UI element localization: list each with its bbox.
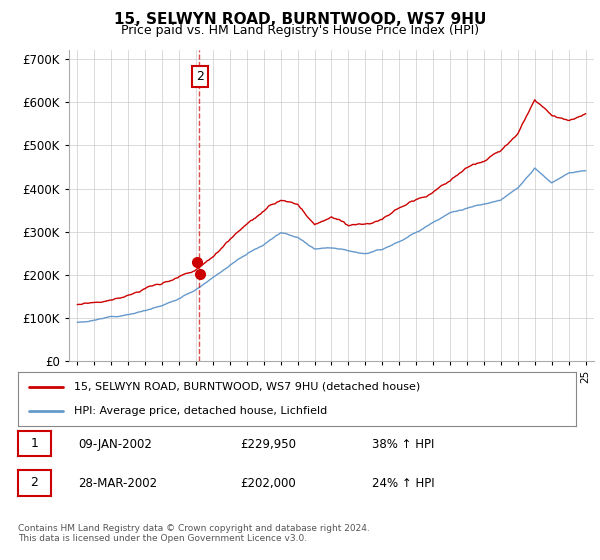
Text: 15, SELWYN ROAD, BURNTWOOD, WS7 9HU (detached house): 15, SELWYN ROAD, BURNTWOOD, WS7 9HU (det… (74, 382, 420, 392)
Text: 28-MAR-2002: 28-MAR-2002 (78, 477, 157, 490)
Text: Price paid vs. HM Land Registry's House Price Index (HPI): Price paid vs. HM Land Registry's House … (121, 24, 479, 36)
Text: HPI: Average price, detached house, Lichfield: HPI: Average price, detached house, Lich… (74, 406, 327, 416)
Text: 38% ↑ HPI: 38% ↑ HPI (372, 437, 434, 451)
Text: £229,950: £229,950 (240, 437, 296, 451)
Text: 1: 1 (31, 437, 38, 450)
Text: 24% ↑ HPI: 24% ↑ HPI (372, 477, 434, 490)
Text: £202,000: £202,000 (240, 477, 296, 490)
Text: Contains HM Land Registry data © Crown copyright and database right 2024.
This d: Contains HM Land Registry data © Crown c… (18, 524, 370, 543)
Text: 15, SELWYN ROAD, BURNTWOOD, WS7 9HU: 15, SELWYN ROAD, BURNTWOOD, WS7 9HU (114, 12, 486, 27)
Text: 09-JAN-2002: 09-JAN-2002 (78, 437, 152, 451)
Text: 2: 2 (31, 477, 38, 489)
Text: 2: 2 (196, 70, 204, 83)
